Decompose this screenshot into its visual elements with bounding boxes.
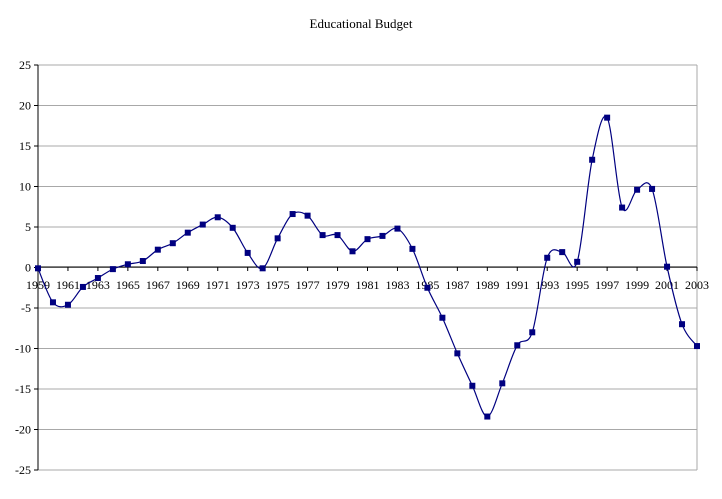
data-point [514,342,521,349]
data-point [169,240,176,247]
y-tick-label: -20 [15,423,31,437]
data-point [94,275,101,282]
data-point [319,232,326,239]
x-tick-label: 1959 [26,278,50,292]
x-tick-label: 1977 [296,278,320,292]
data-point [589,156,596,163]
x-tick-label: 1999 [625,278,649,292]
data-point [79,283,86,290]
y-tick-label: -10 [15,342,31,356]
y-tick-label: -15 [15,382,31,396]
data-point [379,232,386,239]
x-tick-label: 1975 [266,278,290,292]
data-point [334,232,341,239]
y-tick-label: -5 [21,301,31,315]
data-point [139,258,146,265]
x-tick-label: 1997 [595,278,619,292]
y-tick-label: 25 [19,58,31,72]
data-point [184,229,191,236]
y-tick-label: 10 [19,180,31,194]
chart-title: Educational Budget [309,16,413,31]
data-point [304,212,311,219]
data-point [244,249,251,256]
data-point [469,382,476,389]
data-point [154,246,161,253]
x-tick-label: 2001 [655,278,679,292]
x-tick-label: 1979 [326,278,350,292]
y-tick-label: 15 [19,139,31,153]
data-point [409,245,416,252]
data-point [49,299,56,306]
data-point [124,261,131,268]
x-tick-label: 1971 [206,278,230,292]
series-layer [37,115,698,418]
y-tick-label: -25 [15,463,31,477]
data-point [484,413,491,420]
data-point [229,224,236,231]
data-point [574,258,581,265]
y-tick-label: 20 [19,99,31,113]
data-point [694,343,700,350]
data-point [604,114,611,121]
y-axis-ticks: 25 20 15 10 5 0 -5 -10 -15 -20 -25 [15,58,31,477]
data-point [454,350,461,357]
data-point [394,225,401,232]
x-tick-label: 1961 [56,278,80,292]
data-point [679,321,686,328]
data-point [559,249,566,256]
data-point [544,254,551,261]
data-point [274,235,281,242]
data-point [349,248,356,255]
data-point [259,265,266,272]
y-tick-label: 5 [25,220,31,234]
data-point [35,265,41,272]
data-point [109,266,116,273]
data-point [424,284,431,291]
axis-layer [34,64,698,471]
x-tick-label: 1965 [116,278,140,292]
x-tick-label: 1989 [475,278,499,292]
data-point [364,236,371,243]
series-line [37,115,698,418]
marker-layer [35,114,700,420]
data-point [664,263,671,270]
data-point [439,314,446,321]
data-point [529,329,536,336]
x-tick-label: 1995 [565,278,589,292]
data-point [289,211,296,218]
data-point [499,380,506,387]
x-tick-label: 1993 [535,278,559,292]
x-tick-label: 1991 [505,278,529,292]
x-tick-label: 1983 [385,278,409,292]
x-tick-label: 1981 [356,278,380,292]
data-point [214,214,221,221]
x-axis-ticks: 1959 1961 1963 1965 1967 1969 1971 1973 1975 1977… [26,278,709,292]
data-point [634,186,641,193]
data-point [649,185,656,192]
y-tick-label: 0 [25,261,31,275]
x-tick-label: 2003 [685,278,709,292]
data-point [199,221,206,228]
x-tick-label: 1973 [236,278,260,292]
x-tick-label: 1987 [445,278,469,292]
x-tick-label: 1967 [146,278,170,292]
data-point [619,204,626,211]
x-tick-label: 1969 [176,278,200,292]
data-point [64,301,71,308]
